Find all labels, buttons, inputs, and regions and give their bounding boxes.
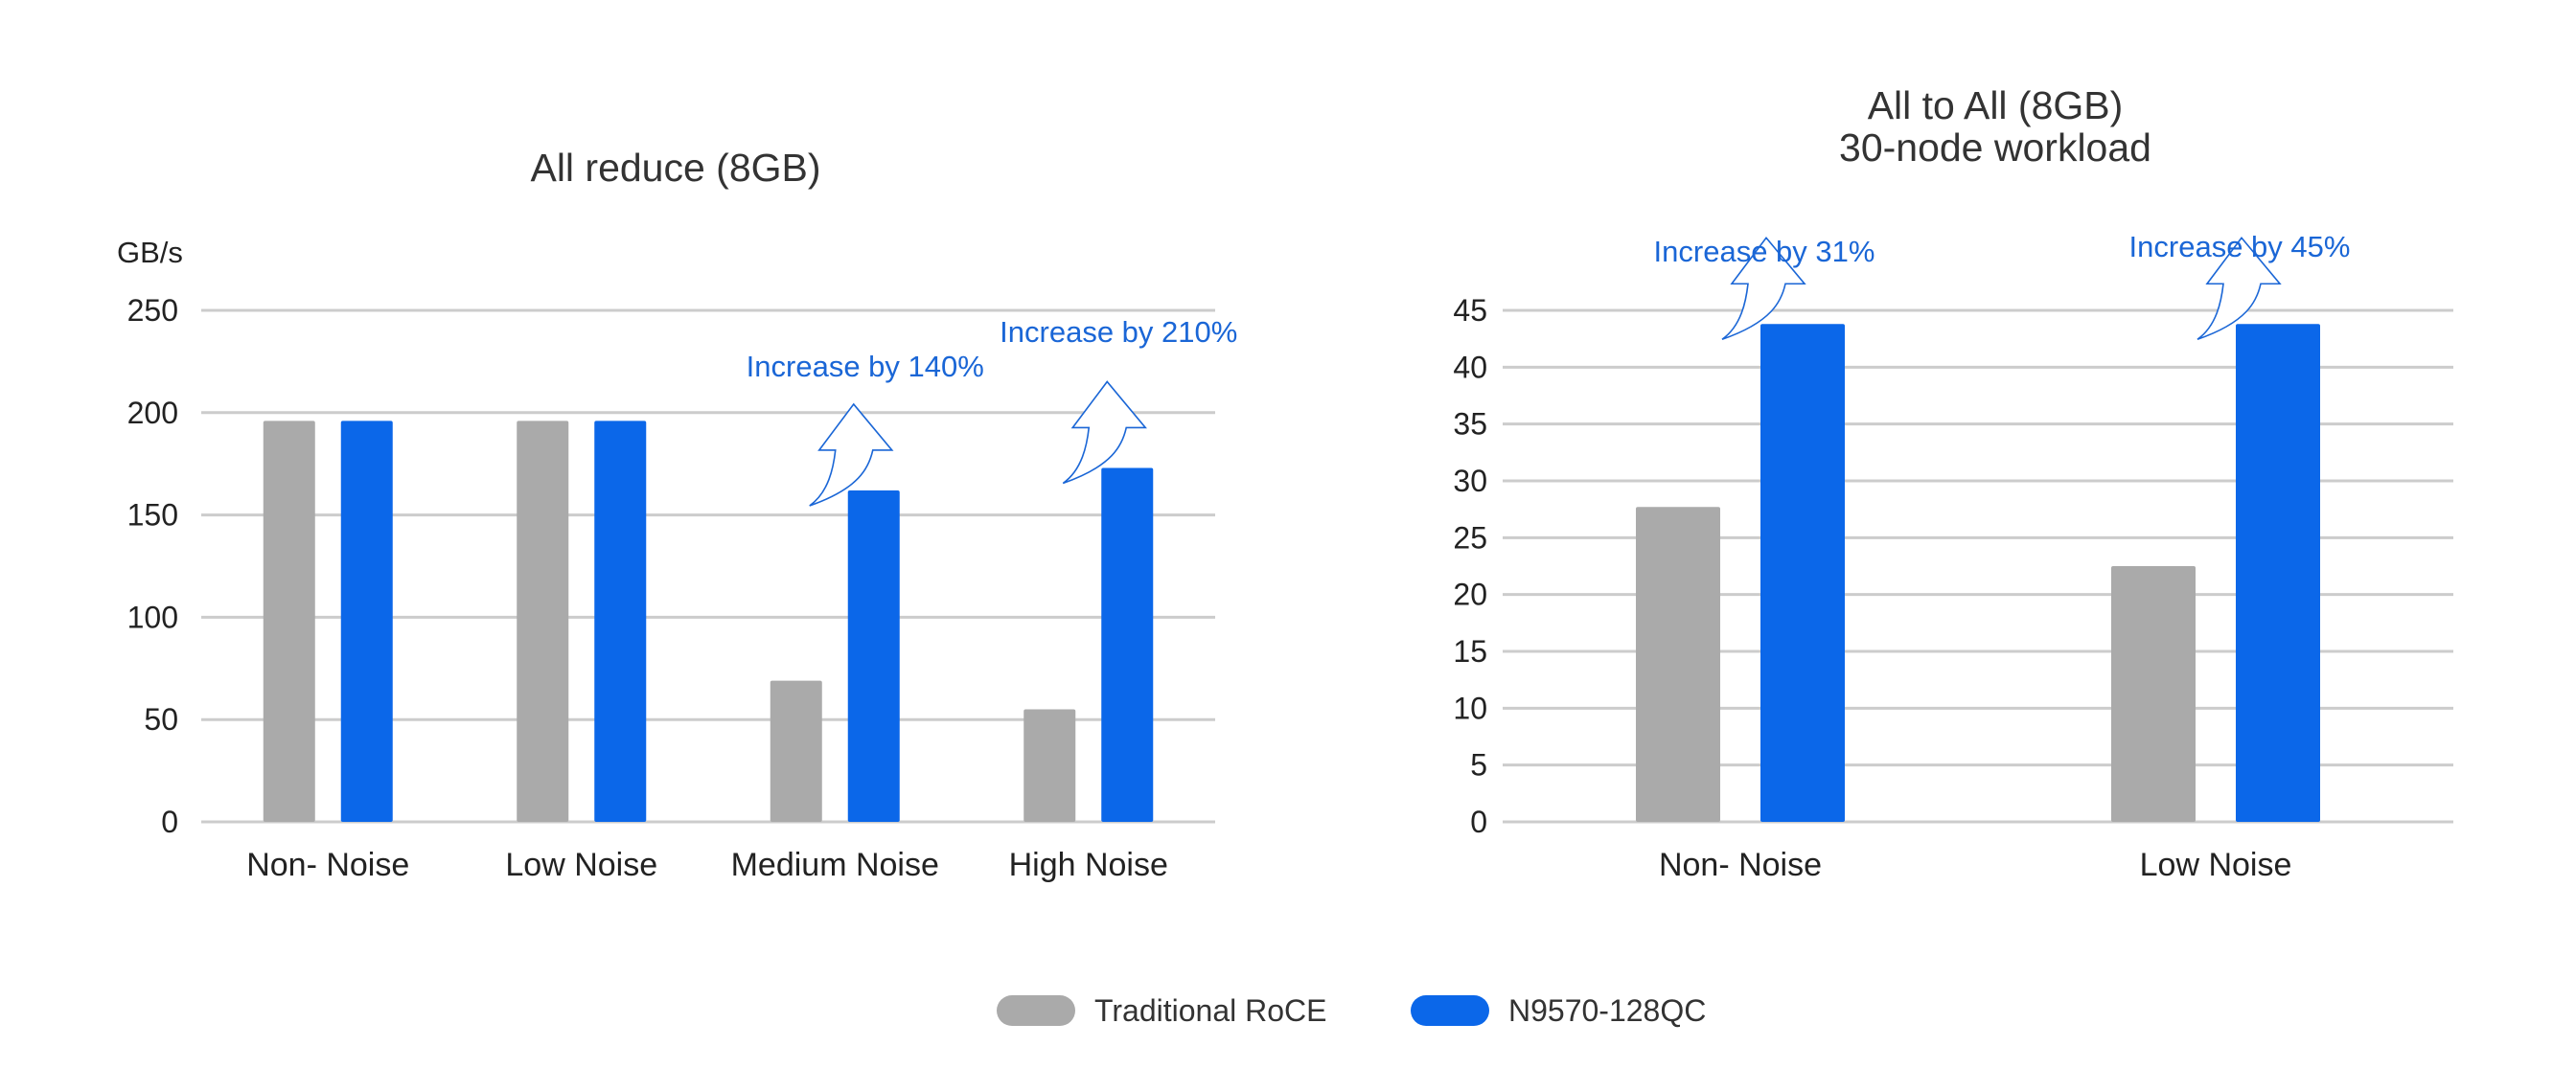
y-tick-label: 35 [1453,407,1487,442]
y-tick-label: 30 [1453,464,1487,498]
chart-title: 30-node workload [1839,125,2151,170]
y-tick-label: 250 [127,293,178,328]
y-tick-label: 10 [1453,691,1487,725]
x-category-label: Non- Noise [246,847,409,883]
bar-traditional [770,680,822,822]
y-tick-label: 40 [1453,350,1487,384]
chart-title: All to All (8GB) [1868,83,2124,127]
legend-label: N9570-128QC [1508,993,1706,1028]
bar-n9570 [340,421,393,822]
y-tick-label: 150 [127,498,178,533]
bar-n9570 [2236,324,2320,822]
y-tick-label: 25 [1453,520,1487,555]
increase-annotation: Increase by 210% [1000,315,1237,349]
y-tick-label: 5 [1470,748,1487,783]
legend-label: Traditional RoCE [1094,993,1326,1028]
increase-arrow-icon [809,402,894,507]
bar-n9570 [1760,324,1845,822]
bar-traditional [2111,566,2196,822]
y-tick-label: 0 [1470,805,1487,839]
bar-traditional [263,421,315,822]
increase-arrow-icon [1721,236,1806,340]
increase-annotation: Increase by 45% [2129,230,2351,263]
increase-arrow-icon [1062,380,1147,485]
legend-swatch-traditional [997,995,1075,1026]
y-axis-label: GB/s [117,236,183,269]
y-tick-label: 0 [161,805,178,839]
x-category-label: Low Noise [505,847,657,883]
y-tick-label: 200 [127,396,178,430]
y-tick-label: 100 [127,600,178,634]
chart-title: All reduce (8GB) [530,146,820,190]
y-tick-label: 45 [1453,293,1487,328]
x-category-label: Medium Noise [731,847,939,883]
bar-traditional [1636,507,1720,822]
bar-n9570 [1101,467,1154,822]
bar-traditional [1024,709,1076,822]
x-category-label: Low Noise [2140,847,2292,883]
increase-arrow-icon [2196,236,2282,340]
y-tick-label: 50 [144,702,178,737]
bar-n9570 [847,489,900,822]
bar-n9570 [594,421,647,822]
x-category-label: High Noise [1009,847,1168,883]
y-tick-label: 15 [1453,634,1487,669]
x-category-label: Non- Noise [1659,847,1822,883]
y-tick-label: 20 [1453,578,1487,612]
increase-annotation: Increase by 31% [1654,235,1875,268]
increase-annotation: Increase by 140% [747,350,984,383]
bar-traditional [517,421,569,822]
legend-swatch-n9570 [1411,995,1489,1026]
